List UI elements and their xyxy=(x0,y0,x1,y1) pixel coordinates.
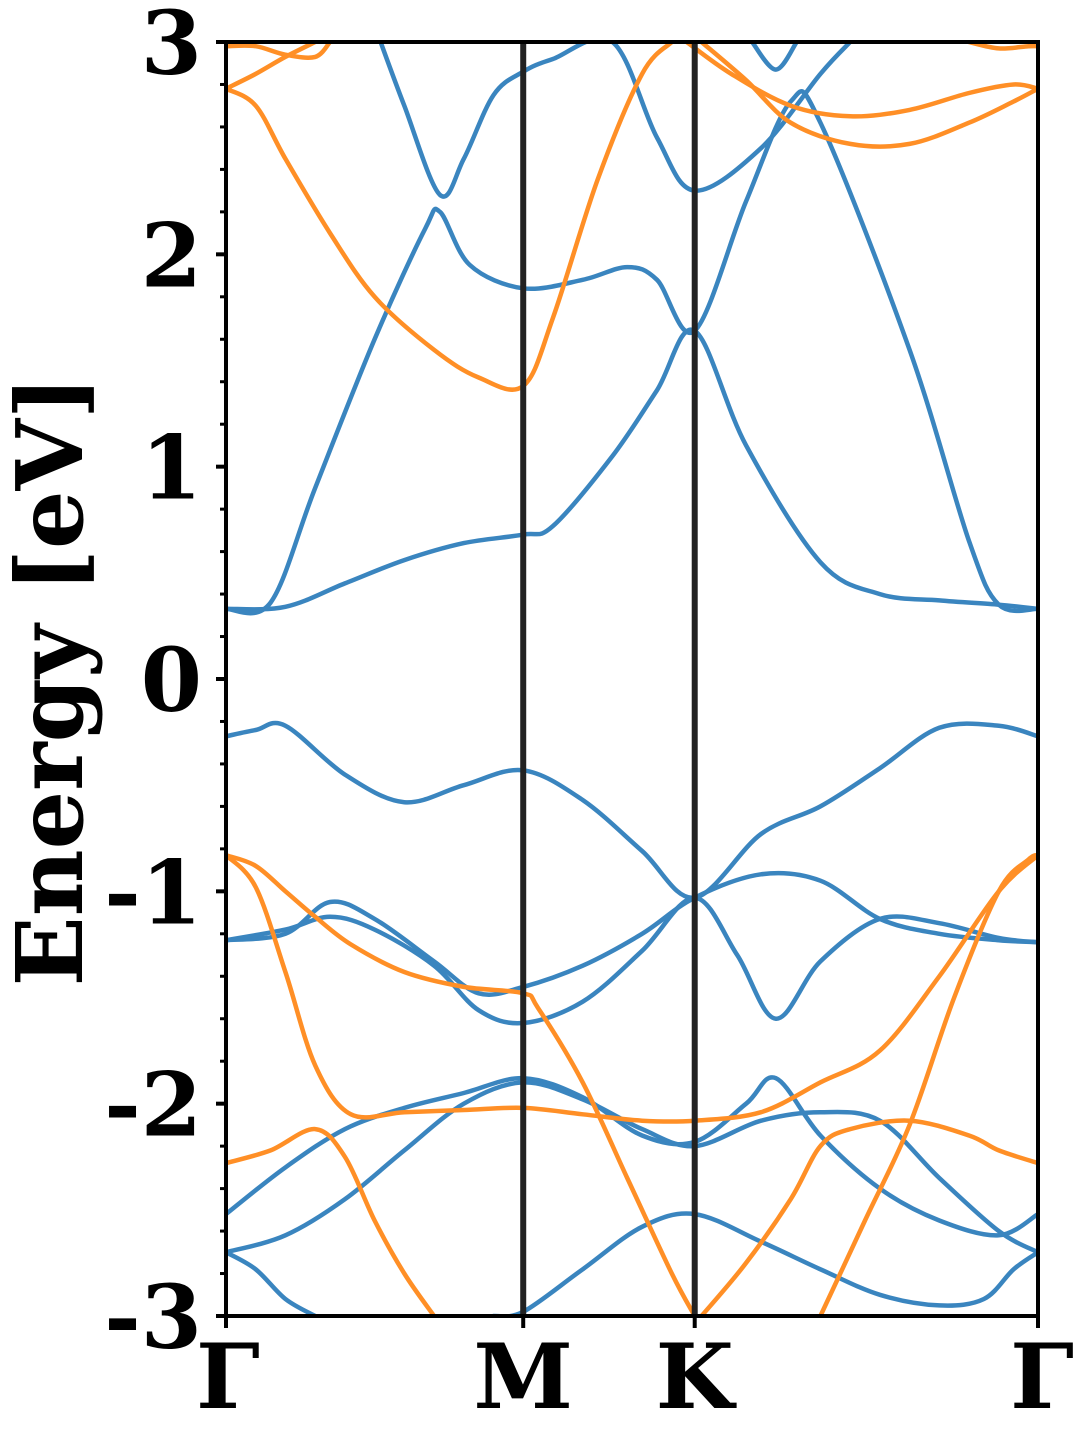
orange-band-19 xyxy=(226,855,1038,1121)
y-axis-title: Energy [eV] xyxy=(0,376,104,987)
band-lines xyxy=(226,38,1038,1316)
orange-band-15 xyxy=(687,42,1038,116)
y-axis: -3 -2 -1 0 1 2 3 xyxy=(104,0,226,1369)
orange-band-21 xyxy=(702,1121,1039,1316)
x-tick-label: Γ xyxy=(1010,1324,1074,1430)
orange-band-14 xyxy=(226,42,672,390)
x-tick-label: M xyxy=(473,1324,573,1430)
blue-band-6 xyxy=(226,873,1038,995)
orange-band-20 xyxy=(226,1129,434,1316)
y-tick-label: 0 xyxy=(141,628,202,732)
blue-band-5 xyxy=(226,723,1038,898)
y-tick-label: -2 xyxy=(104,1053,202,1157)
blue-band-2 xyxy=(226,91,1038,613)
high-symmetry-lines xyxy=(523,42,694,1316)
orange-band-22 xyxy=(820,855,1038,1316)
y-tick-label: 3 xyxy=(141,0,202,95)
orange-band-16 xyxy=(702,42,1039,147)
y-tick-label: -1 xyxy=(104,840,202,944)
y-tick-label: 1 xyxy=(141,416,202,520)
y-tick-label: -3 xyxy=(104,1265,202,1369)
x-tick-label: Γ xyxy=(196,1324,260,1430)
blue-band-4 xyxy=(752,42,797,70)
x-tick-label: K xyxy=(656,1324,737,1430)
y-tick-label: 2 xyxy=(141,203,202,307)
blue-band-10 xyxy=(226,1252,315,1316)
